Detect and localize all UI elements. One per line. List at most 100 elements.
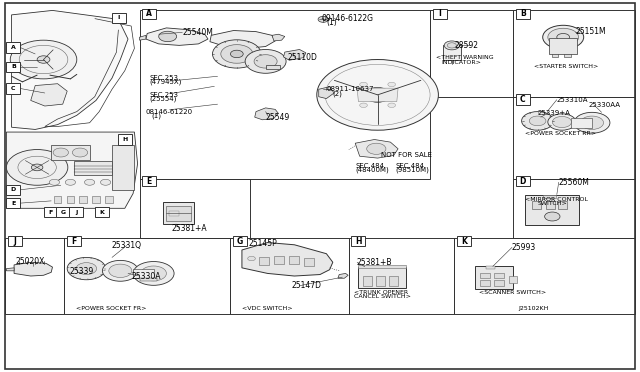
Polygon shape — [6, 268, 14, 271]
Text: (1): (1) — [152, 112, 162, 119]
Text: SEC.484: SEC.484 — [396, 163, 424, 169]
Bar — [51, 145, 90, 160]
Circle shape — [522, 112, 554, 130]
Text: D: D — [11, 187, 16, 192]
Circle shape — [10, 40, 77, 79]
Bar — [230, 238, 349, 314]
Text: <TRUNK OPENER: <TRUNK OPENER — [354, 289, 408, 295]
Text: 08146-61220: 08146-61220 — [145, 109, 193, 115]
Polygon shape — [146, 28, 208, 45]
Circle shape — [360, 82, 367, 87]
Bar — [133, 269, 154, 278]
Bar — [509, 276, 517, 283]
Text: A: A — [11, 45, 16, 50]
Bar — [142, 176, 156, 186]
Bar — [546, 201, 555, 209]
Bar — [140, 278, 157, 281]
Text: 25339: 25339 — [69, 267, 93, 276]
Circle shape — [84, 179, 95, 185]
Bar — [64, 238, 230, 314]
Text: (25554): (25554) — [149, 96, 177, 102]
Circle shape — [552, 116, 572, 128]
Bar — [516, 9, 530, 19]
Bar — [543, 195, 556, 198]
Circle shape — [53, 148, 68, 157]
Circle shape — [548, 114, 576, 130]
Bar — [44, 207, 58, 217]
Text: 25549: 25549 — [266, 113, 290, 122]
Text: 25381+A: 25381+A — [172, 224, 207, 233]
Bar — [564, 54, 571, 57]
Bar — [289, 256, 299, 264]
Text: <POWER SOCKET FR>: <POWER SOCKET FR> — [76, 306, 146, 311]
Circle shape — [545, 212, 560, 221]
Text: 09146-6122G: 09146-6122G — [322, 14, 374, 23]
Text: D: D — [520, 177, 526, 186]
Bar — [6, 185, 20, 195]
Bar — [140, 10, 430, 179]
Bar — [486, 266, 495, 269]
Circle shape — [580, 116, 604, 129]
Bar — [95, 207, 109, 217]
Bar — [67, 236, 81, 246]
Circle shape — [67, 257, 106, 280]
Text: NOT FOR SALE: NOT FOR SALE — [381, 153, 432, 158]
Bar — [69, 207, 83, 217]
Bar — [494, 273, 504, 278]
Bar — [259, 257, 269, 265]
Bar — [166, 206, 191, 221]
Circle shape — [388, 103, 396, 108]
Bar — [112, 145, 134, 190]
Text: 25560M: 25560M — [559, 178, 589, 187]
Bar — [376, 276, 385, 286]
Circle shape — [221, 45, 253, 63]
Circle shape — [212, 40, 261, 68]
Text: <STARTER SWITCH>: <STARTER SWITCH> — [534, 64, 598, 70]
Circle shape — [100, 179, 111, 185]
Circle shape — [360, 103, 367, 108]
Text: F: F — [71, 237, 76, 246]
Text: 25330AA: 25330AA — [589, 102, 621, 108]
Bar — [513, 179, 635, 238]
Text: 25145P: 25145P — [248, 239, 277, 248]
Bar — [430, 10, 513, 97]
Polygon shape — [14, 262, 52, 276]
Bar — [274, 256, 284, 264]
Bar — [475, 266, 513, 289]
Text: <THEFT WARNING: <THEFT WARNING — [436, 55, 494, 60]
Bar — [105, 196, 113, 203]
Text: (1): (1) — [326, 18, 337, 27]
Circle shape — [574, 112, 610, 133]
Text: B: B — [11, 64, 16, 70]
Polygon shape — [272, 34, 285, 41]
Circle shape — [37, 56, 50, 63]
Text: SWITCH>: SWITCH> — [538, 201, 567, 206]
Bar — [363, 276, 372, 286]
Text: CANCEL SWITCH>: CANCEL SWITCH> — [354, 294, 411, 299]
Circle shape — [49, 179, 60, 185]
Bar — [5, 238, 64, 314]
Circle shape — [102, 260, 138, 281]
Polygon shape — [31, 84, 67, 106]
Polygon shape — [284, 49, 306, 60]
Text: A: A — [146, 9, 152, 18]
Bar — [494, 280, 504, 286]
Bar — [454, 238, 635, 314]
Text: H: H — [123, 137, 128, 142]
Bar — [233, 236, 247, 246]
Text: <VDC SWITCH>: <VDC SWITCH> — [242, 306, 292, 311]
Text: 25020X: 25020X — [16, 257, 45, 266]
Bar — [351, 236, 365, 246]
Circle shape — [31, 164, 43, 171]
Circle shape — [254, 55, 277, 68]
Text: E: E — [12, 201, 15, 206]
Circle shape — [133, 262, 174, 285]
Polygon shape — [338, 273, 348, 278]
Text: SEC.253: SEC.253 — [149, 75, 178, 81]
Bar — [443, 45, 461, 60]
Text: I: I — [118, 15, 120, 20]
Text: J: J — [75, 209, 77, 215]
Bar — [513, 10, 635, 97]
Text: 25381+B: 25381+B — [356, 258, 392, 267]
Text: 25540M: 25540M — [182, 28, 213, 37]
